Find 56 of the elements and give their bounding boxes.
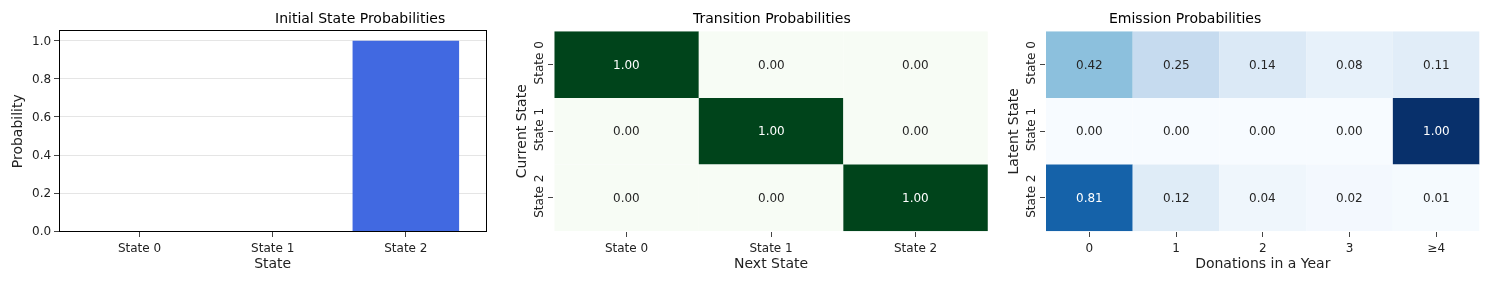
data-label: 1.00: [1423, 124, 1450, 138]
y-tick-label: 0.6: [32, 110, 52, 125]
data-label: 0.04: [1249, 191, 1276, 205]
y-tick-label: 0.0: [32, 224, 52, 239]
y-tick-label: State 1: [532, 107, 547, 152]
y-tick-label: 0.2: [32, 186, 52, 201]
x-tick-label: State 2: [384, 240, 428, 255]
data-label: 0.81: [1076, 191, 1103, 205]
x-axis-title: Next State: [734, 254, 809, 271]
data-label: 0.00: [613, 191, 640, 205]
x-tick-label: 2: [1258, 240, 1267, 255]
data-label: 0.25: [1163, 58, 1190, 72]
data-label: 0.00: [758, 58, 785, 72]
x-tick-label: State 2: [894, 240, 938, 255]
data-label: 0.00: [758, 191, 785, 205]
y-tick-label: State 1: [1024, 107, 1039, 152]
y-axis-title: Latent State: [1004, 88, 1021, 175]
data-label: 0.02: [1336, 191, 1363, 205]
x-axis-title: State: [254, 254, 292, 271]
y-tick-label: State 0: [1024, 41, 1039, 85]
data-label: 0.00: [1163, 124, 1190, 138]
chart-title: Transition Probabilities: [692, 10, 851, 26]
data-label: 0.11: [1423, 58, 1450, 72]
y-tick-label: 0.8: [32, 72, 52, 87]
data-label: 0.00: [613, 124, 640, 138]
x-tick-label: ≥4: [1427, 240, 1446, 255]
chart-title: Initial State Probabilities: [275, 10, 446, 26]
x-tick-label: 3: [1345, 240, 1354, 255]
y-axis-title: Probability: [8, 94, 25, 169]
data-label: 1.00: [758, 124, 785, 138]
y-tick-label: State 0: [532, 41, 547, 85]
data-label: 1.00: [902, 191, 929, 205]
data-label: 0.00: [902, 124, 929, 138]
x-axis-title: Donations in a Year: [1195, 254, 1331, 271]
x-tick-label: 0: [1085, 240, 1094, 255]
data-label: 0.12: [1163, 191, 1190, 205]
data-label: 0.08: [1336, 58, 1363, 72]
data-label: 1.00: [613, 58, 640, 72]
x-tick-label: State 0: [604, 240, 649, 255]
data-label: 0.00: [1076, 124, 1103, 138]
x-tick-label: 1: [1172, 240, 1180, 255]
y-tick-label: State 2: [1024, 174, 1039, 218]
x-tick-label: State 0: [117, 240, 162, 255]
y-axis-title: Current State: [513, 84, 530, 179]
data-label: 0.01: [1423, 191, 1450, 205]
chart-title: Emission Probabilities: [1109, 10, 1262, 26]
data-label: 0.00: [1249, 124, 1276, 138]
x-tick-label: State 1: [749, 240, 793, 255]
y-tick-label: 1.0: [32, 33, 52, 48]
x-tick-label: State 1: [251, 240, 295, 255]
data-label: 0.00: [902, 58, 929, 72]
y-tick-label: State 2: [532, 174, 547, 218]
data-label: 0.00: [1336, 124, 1363, 138]
data-label: 0.42: [1076, 58, 1103, 72]
y-tick-label: 0.4: [32, 148, 52, 163]
data-label: 0.14: [1249, 58, 1276, 72]
